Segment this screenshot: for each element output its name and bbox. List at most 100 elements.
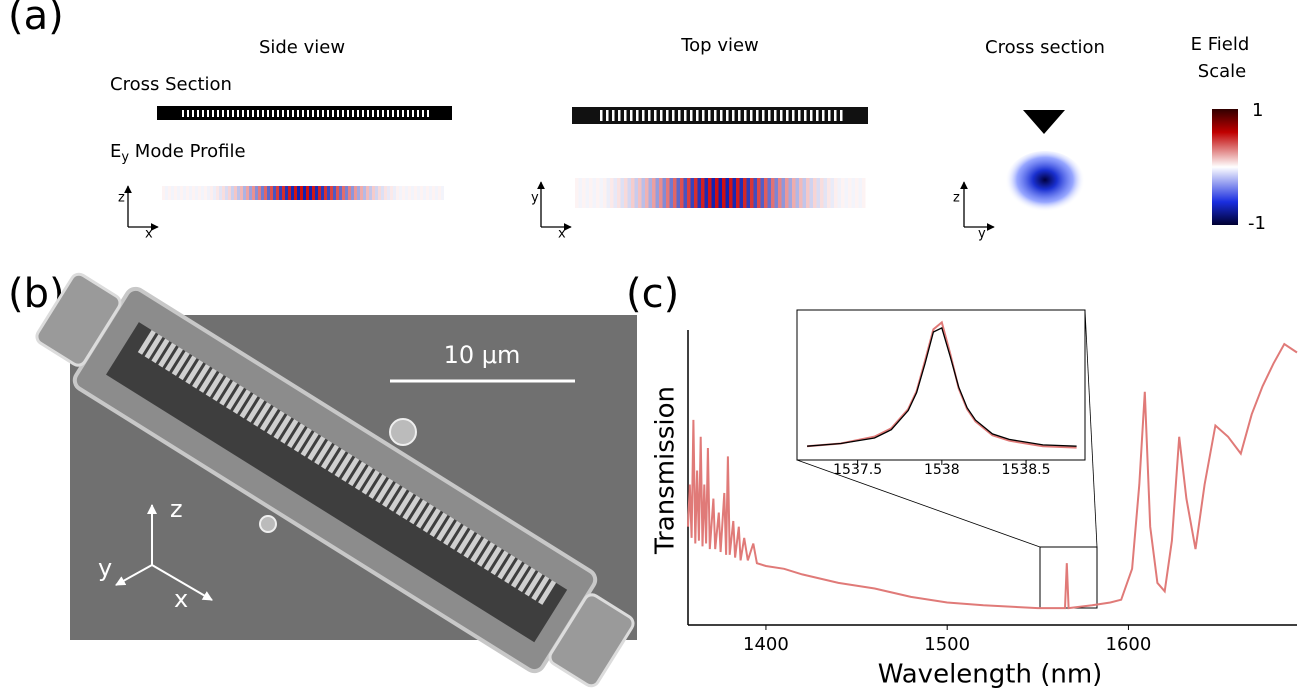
grating-gap — [666, 110, 669, 121]
grating-tooth — [144, 334, 163, 359]
grating-tooth — [239, 393, 258, 419]
field-stripe — [267, 186, 270, 200]
field-stripe — [198, 186, 201, 200]
axis-letter: y — [978, 227, 986, 242]
grating-gap — [197, 110, 199, 117]
field-stripe — [396, 186, 399, 200]
field-stripe — [252, 186, 255, 200]
field-stripe — [739, 178, 743, 208]
field-stripe — [816, 178, 820, 208]
field-stripe — [405, 186, 408, 200]
field-stripe — [171, 186, 174, 200]
field-stripe — [830, 178, 834, 208]
grating-gap — [187, 110, 189, 117]
grating-gap — [357, 110, 359, 117]
axis-letter: x — [174, 585, 188, 613]
label-part: Mode Profile — [129, 141, 245, 162]
grating-tooth — [415, 503, 435, 529]
field-stripe — [441, 186, 444, 200]
field-stripe — [201, 186, 204, 200]
grating-tooth — [504, 558, 523, 584]
grating-gap — [840, 110, 843, 121]
grating-tooth — [300, 431, 319, 457]
grating-gap — [277, 110, 279, 117]
connector — [796, 459, 1041, 548]
grating-gap — [302, 110, 304, 117]
grating-gap — [202, 110, 204, 117]
row-label: Cross Section — [110, 74, 232, 95]
grating-tooth — [477, 541, 496, 567]
grating-tooth — [314, 440, 333, 465]
mode-profile — [1005, 151, 1085, 215]
field-stripe — [390, 186, 393, 200]
row-label: Ey Mode Profile — [110, 141, 246, 165]
field-stripe — [348, 186, 351, 200]
grating-tooth — [463, 533, 482, 559]
field-stripe — [186, 186, 189, 200]
grating-tooth — [307, 436, 326, 461]
field-stripe — [228, 186, 231, 200]
grating-tooth — [443, 520, 462, 546]
field-stripe — [189, 186, 192, 200]
field-stripe — [774, 178, 778, 208]
grating-gap — [648, 110, 651, 121]
grating-gap — [272, 110, 274, 117]
field-stripe — [645, 178, 649, 208]
field-stripe — [354, 186, 357, 200]
field-stripe — [387, 186, 390, 200]
grating-gap — [382, 110, 384, 117]
field-stripe — [687, 178, 691, 208]
field-stripe — [655, 178, 659, 208]
field-stripe — [834, 178, 838, 208]
field-stripe — [641, 178, 645, 208]
field-stripe — [638, 178, 642, 208]
grating-gap — [257, 110, 259, 117]
grating-gap — [252, 110, 254, 117]
field-stripe — [315, 186, 318, 200]
series-line — [807, 326, 1077, 447]
panel-label: (a) — [8, 0, 64, 39]
field-stripe — [683, 178, 687, 208]
field-stripe — [261, 186, 264, 200]
grating-gap — [762, 110, 765, 121]
field-stripe — [339, 186, 342, 200]
grating-tooth — [395, 491, 414, 516]
field-stripe — [414, 186, 417, 200]
grating-gap — [317, 110, 319, 117]
field-stripe — [746, 178, 750, 208]
field-stripe — [417, 186, 420, 200]
field-stripe — [837, 178, 841, 208]
grating-gap — [427, 110, 429, 117]
field-stripe — [237, 186, 240, 200]
grating-gap — [242, 110, 244, 117]
field-stripe — [729, 178, 733, 208]
grating-gap — [417, 110, 419, 117]
grating-gap — [332, 110, 334, 117]
axis-letter: x — [558, 227, 566, 242]
field-stripe — [222, 186, 225, 200]
grating-tooth — [178, 355, 197, 381]
field-stripe — [309, 186, 312, 200]
field-stripe — [306, 186, 309, 200]
field-stripe — [610, 178, 614, 208]
grating-gap — [732, 110, 735, 121]
grating-gap — [600, 110, 603, 121]
grating-tooth — [422, 508, 441, 533]
grating-tooth — [456, 529, 475, 554]
field-stripe — [802, 178, 806, 208]
field-stripe — [820, 178, 824, 208]
grating — [600, 110, 843, 121]
grating-tooth — [470, 537, 489, 563]
field-stripe — [620, 178, 624, 208]
field-stripe — [438, 186, 441, 200]
field-stripe — [210, 186, 213, 200]
arrow — [151, 564, 213, 601]
field-stripe — [195, 186, 198, 200]
field-stripe — [785, 178, 789, 208]
grating-tooth — [171, 351, 190, 376]
field-stripe — [711, 178, 715, 208]
field-stripe — [795, 178, 799, 208]
field-stripe — [288, 186, 291, 200]
grating-gap — [267, 110, 269, 117]
